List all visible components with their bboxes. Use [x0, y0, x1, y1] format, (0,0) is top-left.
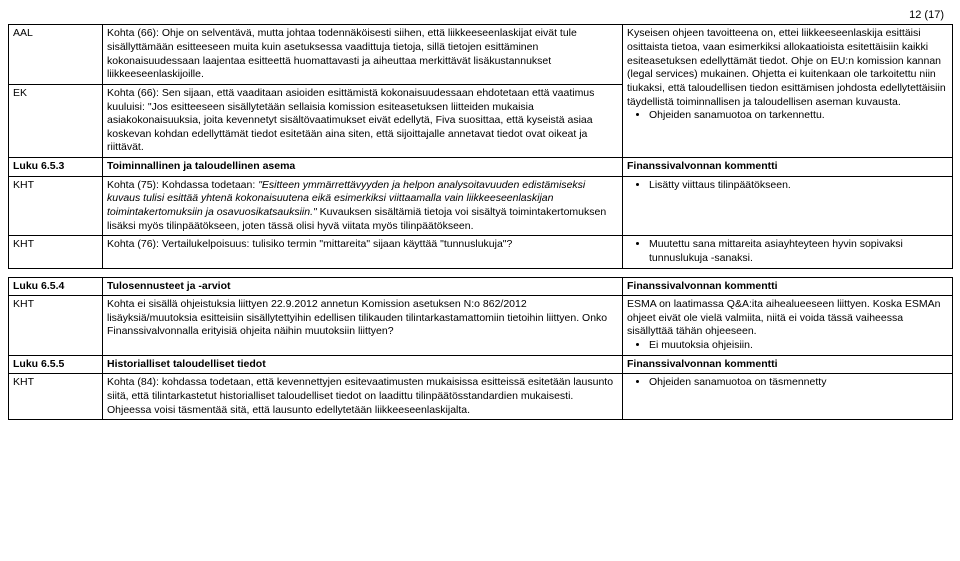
label-cell: Luku 6.5.3: [9, 158, 103, 177]
table-row: Luku 6.5.3Toiminnallinen ja taloudelline…: [9, 158, 953, 177]
table-row: AALKohta (66): Ohje on selventävä, mutta…: [9, 25, 953, 85]
table-row: KHTKohta (84): kohdassa todetaan, että k…: [9, 374, 953, 420]
comment-cell: Finanssivalvonnan kommentti: [623, 277, 953, 296]
content-cell: Kohta (76): Vertailukelpoisuus: tulisiko…: [103, 236, 623, 268]
content-cell: Toiminnallinen ja taloudellinen asema: [103, 158, 623, 177]
table-row: KHTKohta (76): Vertailukelpoisuus: tulis…: [9, 236, 953, 268]
label-cell: EK: [9, 84, 103, 157]
label-cell: KHT: [9, 236, 103, 268]
table-row: Luku 6.5.5Historialliset taloudelliset t…: [9, 355, 953, 374]
content-cell: Kohta ei sisällä ohjeistuksia liittyen 2…: [103, 296, 623, 356]
bullet-item: Muutettu sana mittareita asiayhteyteen h…: [649, 238, 948, 265]
label-cell: KHT: [9, 374, 103, 420]
comment-cell: ESMA on laatimassa Q&A:ita aihealueeseen…: [623, 296, 953, 356]
page-number: 12 (17): [8, 8, 952, 22]
label-cell: Luku 6.5.5: [9, 355, 103, 374]
label-cell: KHT: [9, 296, 103, 356]
comment-cell: Lisätty viittaus tilinpäätökseen.: [623, 176, 953, 236]
content-cell: Kohta (66): Sen sijaan, että vaaditaan a…: [103, 84, 623, 157]
content-cell: Kohta (66): Ohje on selventävä, mutta jo…: [103, 25, 623, 85]
content-cell: Kohta (84): kohdassa todetaan, että keve…: [103, 374, 623, 420]
table-1: AALKohta (66): Ohje on selventävä, mutta…: [8, 24, 953, 268]
table-row: KHTKohta (75): Kohdassa todetaan: "Esitt…: [9, 176, 953, 236]
content-cell: Tulosennusteet ja -arviot: [103, 277, 623, 296]
bullet-item: Ohjeiden sanamuotoa on täsmennetty: [649, 376, 948, 390]
bullet-item: Ei muutoksia ohjeisiin.: [649, 339, 948, 353]
comment-cell: Finanssivalvonnan kommentti: [623, 158, 953, 177]
table-row: Luku 6.5.4Tulosennusteet ja -arviotFinan…: [9, 277, 953, 296]
comment-cell: Kyseisen ohjeen tavoitteena on, ettei li…: [623, 25, 953, 158]
label-cell: KHT: [9, 176, 103, 236]
content-cell: Historialliset taloudelliset tiedot: [103, 355, 623, 374]
comment-cell: Muutettu sana mittareita asiayhteyteen h…: [623, 236, 953, 268]
label-cell: Luku 6.5.4: [9, 277, 103, 296]
bullet-item: Lisätty viittaus tilinpäätökseen.: [649, 179, 948, 193]
bullet-item: Ohjeiden sanamuotoa on tarkennettu.: [649, 109, 948, 123]
table-row: KHTKohta ei sisällä ohjeistuksia liittye…: [9, 296, 953, 356]
comment-cell: Finanssivalvonnan kommentti: [623, 355, 953, 374]
content-cell: Kohta (75): Kohdassa todetaan: "Esitteen…: [103, 176, 623, 236]
table-2: Luku 6.5.4Tulosennusteet ja -arviotFinan…: [8, 277, 953, 421]
label-cell: AAL: [9, 25, 103, 85]
comment-cell: Ohjeiden sanamuotoa on täsmennetty: [623, 374, 953, 420]
